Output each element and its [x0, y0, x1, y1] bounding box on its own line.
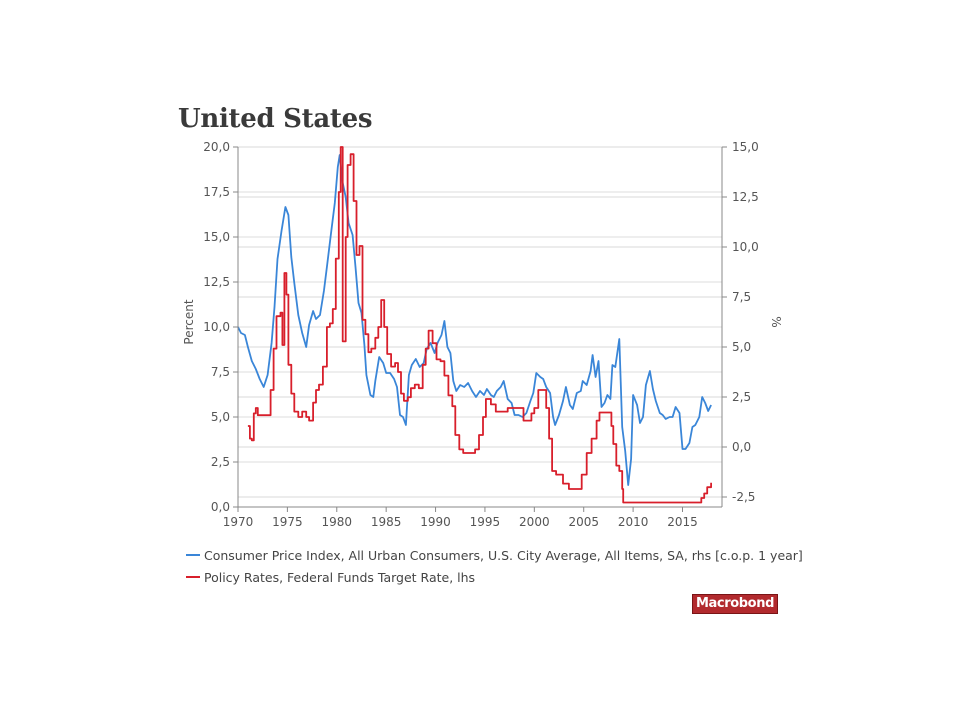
x-tick-label-2: 1980 [322, 515, 353, 529]
y-right-tick-label-0: -2,5 [732, 490, 755, 504]
grid-lines [238, 146, 722, 508]
series-line-fed-funds [247, 146, 712, 504]
legend-swatch-cpi [186, 554, 200, 556]
x-tick-label-6: 2000 [519, 515, 550, 529]
y-right-tick-label-1: 0,0 [732, 440, 751, 454]
chart-title: United States [178, 104, 373, 134]
x-tick-label-5: 1995 [470, 515, 501, 529]
x-tick-label-8: 2010 [618, 515, 649, 529]
x-tick-label-9: 2015 [667, 515, 698, 529]
series-layer [237, 146, 712, 504]
series-line-cpi [237, 154, 712, 486]
x-tick-label-3: 1985 [371, 515, 402, 529]
y-left-tick-label-4: 10,0 [203, 320, 230, 334]
legend-label-fed-funds: Policy Rates, Federal Funds Target Rate,… [204, 569, 476, 585]
y-left-tick-label-5: 12,5 [203, 275, 230, 289]
x-tick-label-0: 1970 [223, 515, 254, 529]
y-left-tick-label-2: 5,0 [211, 410, 230, 424]
legend-swatch-fed-funds [186, 576, 200, 578]
y-right-tick-label-7: 15,0 [732, 140, 759, 154]
y-right-tick-label-2: 2,5 [732, 390, 751, 404]
legend-item-cpi: Consumer Price Index, All Urban Consumer… [186, 544, 803, 566]
y-left-tick-label-7: 17,5 [203, 185, 230, 199]
y-left-tick-label-8: 20,0 [203, 140, 230, 154]
y-left-axis-title: Percent [182, 299, 196, 344]
y-right-tick-label-4: 7,5 [732, 290, 751, 304]
y-right-tick-label-3: 5,0 [732, 340, 751, 354]
x-tick-label-1: 1975 [272, 515, 303, 529]
y-right-tick-label-5: 10,0 [732, 240, 759, 254]
y-left-tick-label-1: 2,5 [211, 455, 230, 469]
legend-item-fed-funds: Policy Rates, Federal Funds Target Rate,… [186, 566, 803, 588]
x-tick-label-4: 1990 [420, 515, 451, 529]
y-left-tick-label-0: 0,0 [211, 500, 230, 514]
y-right-axis-title: % [769, 316, 783, 327]
y-left-tick-label-6: 15,0 [203, 230, 230, 244]
legend: Consumer Price Index, All Urban Consumer… [186, 544, 803, 588]
y-left-tick-label-3: 7,5 [211, 365, 230, 379]
x-tick-label-7: 2005 [568, 515, 599, 529]
macrobond-logo: Macrobond [692, 594, 778, 614]
axes: 0,0 2,5 5,0 7,5 10,0 12,5 15,0 17,5 20,0 -2,5 0,0 2… [203, 140, 758, 529]
legend-label-cpi: Consumer Price Index, All Urban Consumer… [204, 547, 803, 563]
y-right-tick-label-6: 12,5 [732, 190, 759, 204]
